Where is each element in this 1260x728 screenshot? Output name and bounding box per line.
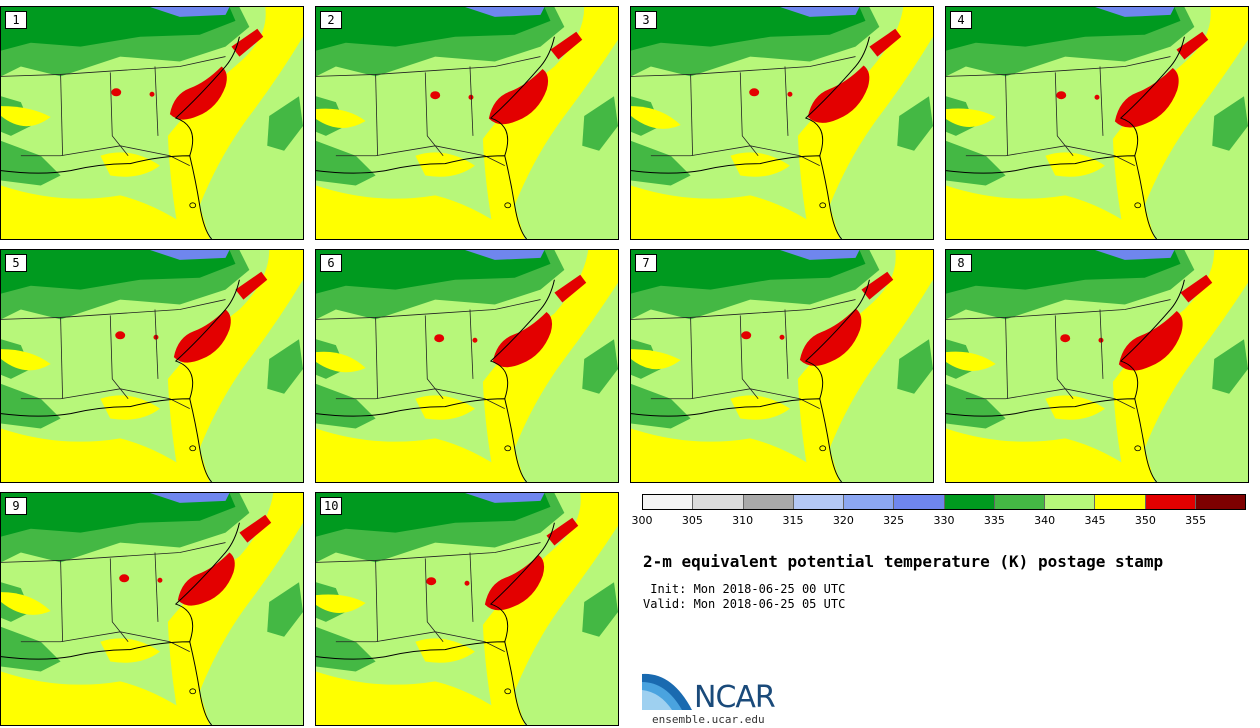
member-panel-3: 3 xyxy=(630,6,934,240)
valid-time: Valid: Mon 2018-06-25 05 UTC xyxy=(643,597,846,611)
map-field xyxy=(946,250,1248,482)
map-field xyxy=(631,7,933,239)
colorbar-tick-label: 345 xyxy=(1084,514,1106,527)
member-label: 8 xyxy=(950,254,972,272)
colorbar-tick-label: 310 xyxy=(732,514,754,527)
colorbar-swatch-6 xyxy=(944,495,995,509)
map-field xyxy=(1,250,303,482)
member-label: 7 xyxy=(635,254,657,272)
colorbar-tick-label: 325 xyxy=(883,514,905,527)
member-panel-7: 7 xyxy=(630,249,934,483)
colorbar xyxy=(642,494,1246,510)
member-panel-5: 5 xyxy=(0,249,304,483)
colorbar-tick-label: 305 xyxy=(681,514,703,527)
member-panel-8: 8 xyxy=(945,249,1249,483)
member-panel-4: 4 xyxy=(945,6,1249,240)
member-label: 9 xyxy=(5,497,27,515)
map-field xyxy=(1,7,303,239)
colorbar-tick-label: 300 xyxy=(631,514,653,527)
colorbar-swatch-1 xyxy=(693,495,744,509)
ncar-logo-text: NCAR xyxy=(694,680,776,715)
colorbar-tick-label: 335 xyxy=(983,514,1005,527)
colorbar-swatch-0 xyxy=(643,495,694,509)
colorbar-swatch-3 xyxy=(793,495,844,509)
member-label: 5 xyxy=(5,254,27,272)
colorbar-swatch-8 xyxy=(1045,495,1096,509)
member-label: 10 xyxy=(320,497,343,515)
member-panel-1: 1 xyxy=(0,6,304,240)
map-field xyxy=(316,250,618,482)
member-panel-6: 6 xyxy=(315,249,619,483)
colorbar-tick-label: 315 xyxy=(782,514,804,527)
colorbar-swatch-11 xyxy=(1195,495,1245,509)
colorbar-tick-label: 330 xyxy=(933,514,955,527)
colorbar-tick-label: 340 xyxy=(1034,514,1056,527)
member-label: 3 xyxy=(635,11,657,29)
map-field xyxy=(316,7,618,239)
colorbar-legend: 300 305 310 315 320 325 330 335 340 345 350 355 xyxy=(632,494,1246,527)
ncar-logo-icon xyxy=(642,673,692,710)
colorbar-swatch-4 xyxy=(844,495,895,509)
member-panel-9: 9 xyxy=(0,492,304,726)
ncar-logo: NCAR ensemble.ucar.edu xyxy=(642,670,802,726)
member-label: 1 xyxy=(5,11,27,29)
member-panel-10: 10 xyxy=(315,492,619,726)
figure-title: 2-m equivalent potential temperature (K)… xyxy=(643,552,1164,571)
colorbar-swatch-5 xyxy=(894,495,945,509)
colorbar-swatch-10 xyxy=(1145,495,1196,509)
map-field xyxy=(631,250,933,482)
map-field xyxy=(1,493,303,725)
colorbar-tick-label: 350 xyxy=(1134,514,1156,527)
colorbar-tick-label: 355 xyxy=(1185,514,1207,527)
map-field xyxy=(946,7,1248,239)
colorbar-swatch-7 xyxy=(994,495,1045,509)
init-time: Init: Mon 2018-06-25 00 UTC xyxy=(643,582,846,596)
member-panel-2: 2 xyxy=(315,6,619,240)
member-label: 2 xyxy=(320,11,342,29)
colorbar-tick-label: 320 xyxy=(832,514,854,527)
colorbar-swatch-9 xyxy=(1095,495,1146,509)
colorbar-ticks: 300 305 310 315 320 325 330 335 340 345 350 355 xyxy=(632,510,1246,527)
colorbar-swatch-2 xyxy=(743,495,794,509)
member-label: 4 xyxy=(950,11,972,29)
member-label: 6 xyxy=(320,254,342,272)
logo-url: ensemble.ucar.edu xyxy=(652,713,765,726)
map-field xyxy=(316,493,618,725)
